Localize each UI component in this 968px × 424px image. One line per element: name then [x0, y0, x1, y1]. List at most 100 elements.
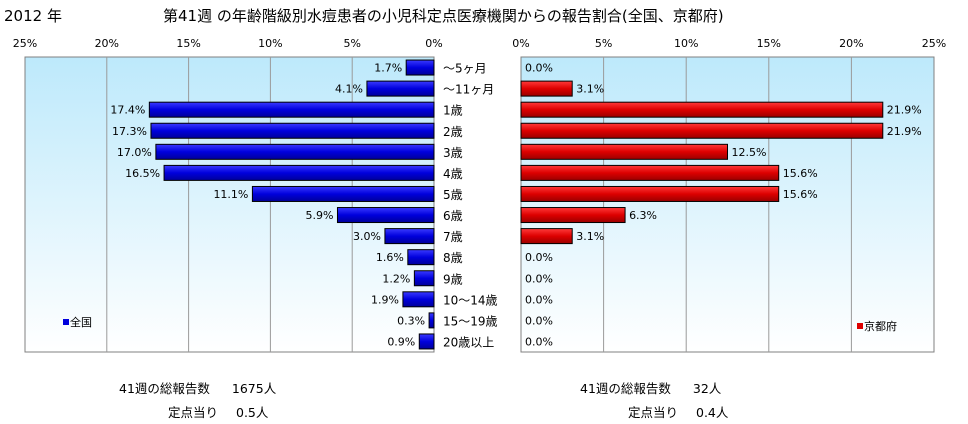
national-chart: 25% 20% 15% 10% 5% 0% 1.7% 4.1% 17.4% 17.3% 17.0% 1…: [13, 37, 443, 353]
kyoto-total-label: 41週の総報告数: [580, 381, 671, 396]
national-bar: [413, 270, 435, 287]
kyoto-bar: [520, 228, 573, 245]
kyoto-bar: [520, 80, 573, 97]
national-data-label: 5.9%: [306, 209, 334, 222]
national-bar: [150, 122, 435, 139]
kyoto-data-label: 0.0%: [525, 314, 553, 327]
national-bar: [407, 249, 435, 266]
kyoto-per-label: 定点当り: [628, 405, 679, 420]
category-label: 3歳: [443, 146, 463, 160]
year-label: 2012 年: [4, 7, 62, 25]
national-per-stat: 定点当り 0.5人: [168, 402, 268, 421]
national-bar: [251, 185, 435, 202]
national-total-stat: 41週の総報告数 1675人: [119, 378, 276, 397]
kyoto-bar: [520, 207, 626, 224]
national-data-label: 3.0%: [353, 230, 381, 243]
national-data-label: 16.5%: [125, 167, 160, 180]
kyoto-data-label: 15.6%: [783, 188, 818, 201]
kyoto-plot-area: [520, 56, 935, 353]
national-legend-label: 全国: [70, 315, 92, 329]
kyoto-data-label: 0.0%: [525, 251, 553, 264]
kyoto-x-tick-label: 5%: [595, 37, 612, 50]
category-label: 6歳: [443, 209, 463, 223]
kyoto-data-label: 0.0%: [525, 335, 553, 348]
national-x-tick-label: 20%: [95, 37, 119, 50]
national-data-label: 17.3%: [112, 125, 147, 138]
category-label: 15～19歳: [443, 314, 498, 328]
kyoto-data-label: 12.5%: [732, 146, 767, 159]
kyoto-per-stat: 定点当り 0.4人: [628, 402, 728, 421]
kyoto-total-value: 32人: [692, 381, 722, 396]
national-legend-swatch: [63, 319, 69, 325]
national-plot-area: [24, 56, 435, 353]
category-labels: ～5ヶ月 ～11ヶ月 1歳 2歳 3歳 4歳 5歳 6歳 7歳 8歳 9歳 10～14歳 15～19歳 2…: [443, 62, 498, 350]
kyoto-total-stat: 41週の総報告数 32人: [580, 378, 721, 397]
kyoto-legend-swatch: [857, 323, 863, 329]
national-x-tick-label: 10%: [258, 37, 282, 50]
kyoto-data-label: 6.3%: [629, 209, 657, 222]
national-x-tick-label: 0%: [425, 37, 442, 50]
category-label: 9歳: [443, 272, 463, 286]
national-per-value: 0.5人: [236, 405, 269, 420]
kyoto-data-label: 21.9%: [887, 125, 922, 138]
national-data-label: 4.1%: [335, 83, 363, 96]
national-data-label: 17.0%: [117, 146, 152, 159]
national-bar: [428, 312, 435, 329]
national-bar: [148, 101, 435, 118]
national-bar: [366, 80, 435, 97]
national-total-label: 41週の総報告数: [119, 381, 210, 396]
kyoto-bar: [520, 185, 780, 202]
category-label: 10～14歳: [443, 293, 498, 307]
national-data-label: 0.3%: [397, 314, 425, 327]
national-total-value: 1675人: [231, 381, 277, 396]
national-data-label: 1.7%: [374, 62, 402, 75]
kyoto-bar: [520, 122, 884, 139]
national-bar: [405, 59, 435, 76]
kyoto-data-label: 3.1%: [576, 230, 604, 243]
chart-title: 第41週 の年齢階級別水痘患者の小児科定点医療機関からの報告割合(全国、京都府): [163, 7, 724, 25]
category-label: 20歳以上: [443, 335, 494, 349]
kyoto-per-value: 0.4人: [696, 405, 729, 420]
national-data-label: 11.1%: [213, 188, 248, 201]
kyoto-x-tick-label: 10%: [674, 37, 698, 50]
national-data-label: 1.6%: [376, 251, 404, 264]
national-data-label: 17.4%: [110, 104, 145, 117]
national-data-label: 1.2%: [382, 272, 410, 285]
national-bar: [402, 291, 435, 308]
kyoto-x-tick-label: 20%: [839, 37, 863, 50]
kyoto-bar: [520, 143, 728, 160]
kyoto-data-label: 0.0%: [525, 272, 553, 285]
national-x-tick-label: 15%: [176, 37, 200, 50]
category-label: 1歳: [443, 104, 463, 118]
kyoto-x-tick-label: 0%: [512, 37, 529, 50]
kyoto-bar: [520, 164, 780, 181]
kyoto-x-tick-label: 25%: [922, 37, 946, 50]
kyoto-data-label: 3.1%: [576, 83, 604, 96]
national-bar: [418, 333, 435, 350]
category-label: 2歳: [443, 125, 463, 139]
kyoto-data-label: 0.0%: [525, 62, 553, 75]
category-label: 4歳: [443, 167, 463, 181]
category-label: 7歳: [443, 230, 463, 244]
national-data-label: 1.9%: [371, 293, 399, 306]
category-label: 5歳: [443, 188, 463, 202]
category-label: ～5ヶ月: [443, 62, 487, 76]
kyoto-data-label: 15.6%: [783, 167, 818, 180]
kyoto-chart: 0% 5% 10% 15% 20% 25% 0.0% 3.1% 21.9% 21.9% 12.5% 1…: [512, 37, 946, 353]
kyoto-legend-label: 京都府: [864, 319, 897, 333]
national-x-tick-label: 5%: [343, 37, 360, 50]
kyoto-bar: [520, 101, 884, 118]
national-data-label: 0.9%: [387, 335, 415, 348]
kyoto-x-tick-label: 15%: [757, 37, 781, 50]
national-per-label: 定点当り: [168, 405, 219, 420]
national-bar: [336, 207, 435, 224]
national-x-tick-label: 25%: [13, 37, 37, 50]
national-bar: [163, 164, 435, 181]
kyoto-data-label: 0.0%: [525, 293, 553, 306]
kyoto-data-label: 21.9%: [887, 104, 922, 117]
national-bar: [155, 143, 435, 160]
category-label: ～11ヶ月: [443, 83, 494, 97]
category-label: 8歳: [443, 251, 463, 265]
national-bar: [384, 228, 435, 245]
